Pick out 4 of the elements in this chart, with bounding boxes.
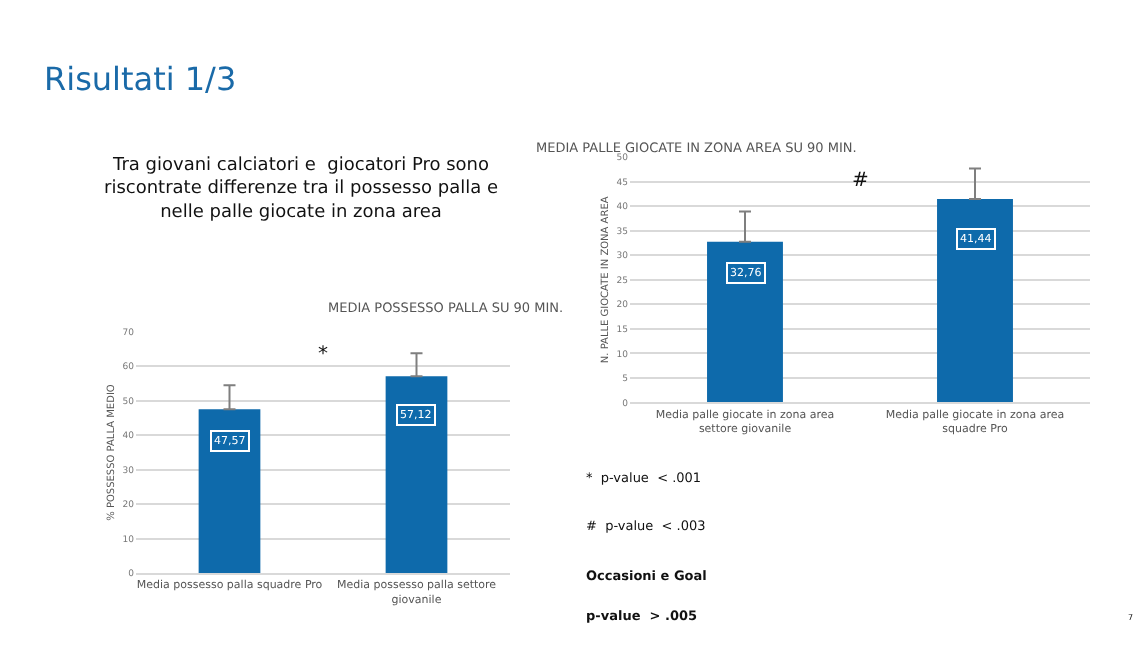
text: Risultati 1/3	[44, 60, 237, 98]
annotation: #	[852, 170, 869, 192]
annotation: *	[318, 344, 328, 366]
text: Tra giovani calciatori e giocatori Pro sono riscontrate differenze tra il possesso palla e nelle palle giocate in zona area	[104, 156, 499, 223]
